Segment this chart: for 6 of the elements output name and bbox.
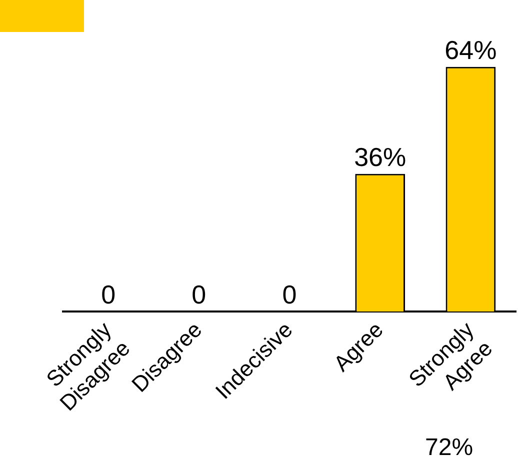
text: 72% xyxy=(425,434,474,460)
data-label: 36% xyxy=(354,142,406,172)
data-label: 0 xyxy=(282,280,297,310)
data-label: 0 xyxy=(101,280,116,310)
data-label: 64% xyxy=(444,35,497,66)
data-label: 0 xyxy=(192,280,206,310)
